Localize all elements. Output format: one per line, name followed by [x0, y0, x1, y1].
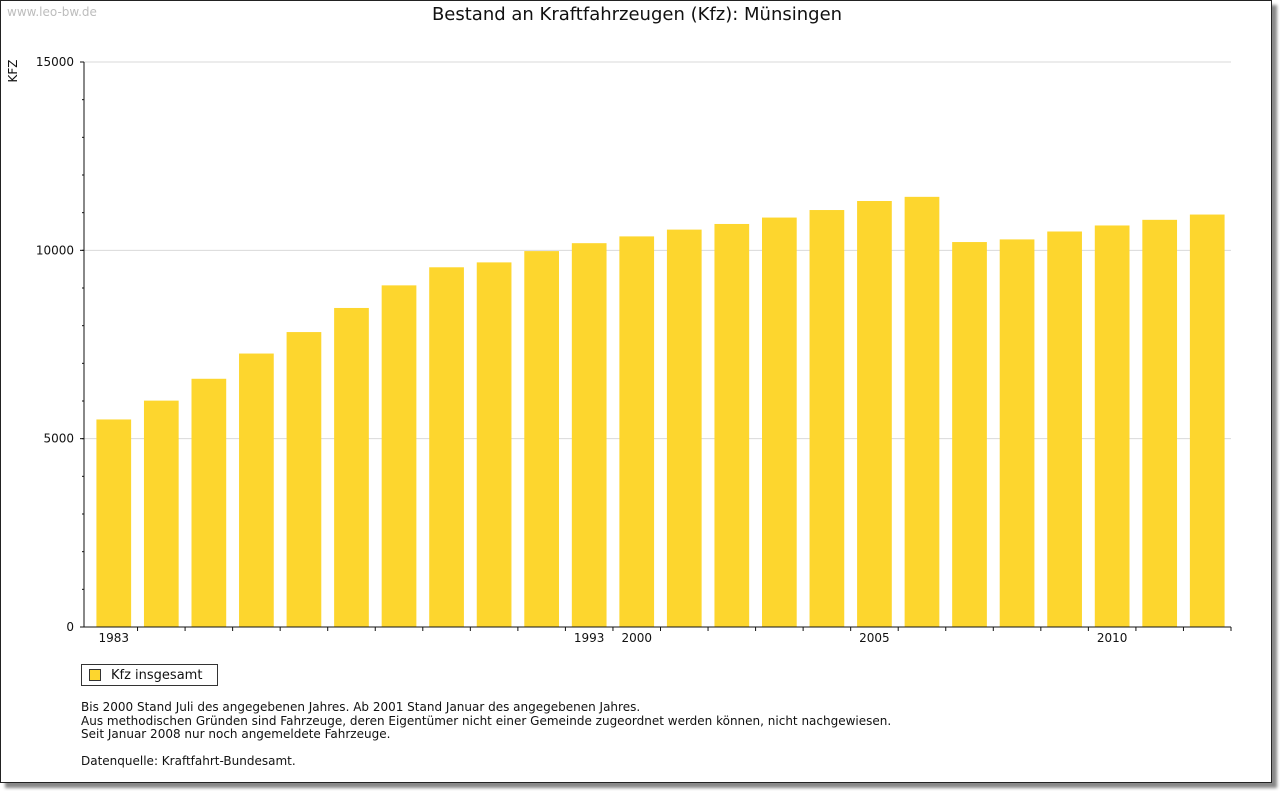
bar [334, 307, 369, 627]
legend-swatch [89, 669, 101, 681]
data-source: Datenquelle: Kraftfahrt-Bundesamt. [81, 753, 296, 768]
bar [1047, 231, 1082, 627]
bar [286, 332, 322, 627]
bar [619, 236, 655, 627]
bar [666, 229, 702, 627]
legend: Kfz insgesamt [81, 664, 218, 686]
footnote-line: Aus methodischen Gründen sind Fahrzeuge,… [81, 713, 892, 728]
bar [857, 200, 892, 628]
x-tick-label: 1993 [574, 631, 605, 645]
bar [239, 353, 274, 627]
bar [999, 239, 1035, 627]
bar [952, 242, 987, 627]
bar [1189, 214, 1225, 628]
bar [1142, 219, 1178, 627]
bar [524, 251, 559, 627]
y-tick-label: 10000 [36, 243, 74, 257]
bar [191, 378, 227, 627]
bar [143, 400, 179, 627]
x-tick-label: 2000 [621, 631, 652, 645]
bar-chart: 0 5000 10000 15000 KFZ 1983 1993 2000 2005 2010 [6, 55, 1232, 645]
bar [904, 196, 940, 627]
watermark: www.leo-bw.de [7, 5, 97, 19]
footnotes: Bis 2000 Stand Juli des angegebenen Jahr… [81, 700, 892, 768]
footnote-line: Bis 2000 Stand Juli des angegebenen Jahr… [81, 700, 641, 714]
bar [762, 217, 797, 627]
chart-title: Bestand an Kraftfahrzeugen (Kfz): Münsin… [431, 4, 843, 25]
bar [96, 419, 132, 627]
x-tick-label: 2010 [1097, 631, 1128, 645]
bar [381, 285, 417, 627]
axes: 0 5000 10000 15000 KFZ 1983 1993 2000 2005 2010 [6, 55, 1232, 645]
gridlines [84, 61, 1231, 440]
x-tick-label: 1983 [98, 631, 129, 645]
bar [1094, 225, 1130, 627]
y-tick-label: 5000 [43, 432, 74, 446]
bar [809, 210, 845, 627]
x-tick-label: 2005 [859, 631, 890, 645]
legend-label: Kfz insgesamt [111, 667, 203, 683]
y-tick-label: 0 [66, 620, 74, 634]
bar [476, 262, 512, 627]
y-tick-label: 15000 [36, 55, 74, 69]
footnote-line: Seit Januar 2008 nur noch angemeldete Fa… [81, 727, 391, 741]
bar [429, 267, 464, 627]
y-axis-label: KFZ [6, 60, 20, 83]
bar [714, 223, 750, 627]
bar [571, 243, 607, 627]
bars [96, 196, 1225, 628]
